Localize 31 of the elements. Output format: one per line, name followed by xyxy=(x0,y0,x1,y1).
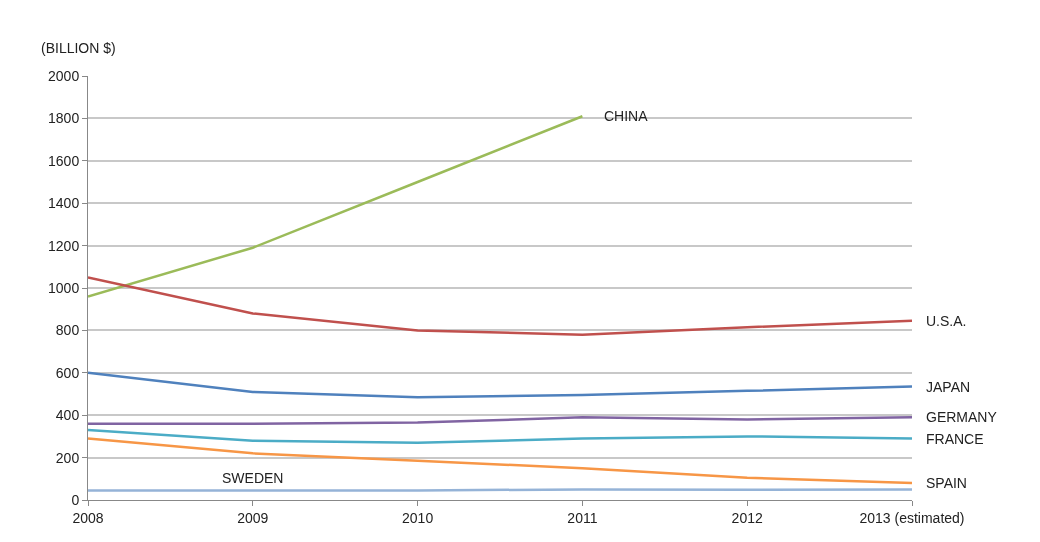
x-tick-label: 2012 xyxy=(731,509,763,526)
y-tick-label: 800 xyxy=(55,322,80,339)
y-tick-label: 400 xyxy=(55,407,80,424)
annotation: SWEDEN xyxy=(222,470,284,486)
y-tick-label: 1800 xyxy=(48,110,80,127)
line-series xyxy=(88,115,584,298)
y-tick-label: 1000 xyxy=(48,279,80,296)
y-tick-label: 1200 xyxy=(48,237,80,254)
line-series xyxy=(88,276,912,336)
series-label: GERMANY xyxy=(926,409,998,425)
x-tick-label: 2009 xyxy=(237,509,269,526)
series-label: JAPAN xyxy=(926,379,971,395)
y-tick-label: 2000 xyxy=(48,67,80,84)
line-series xyxy=(88,428,912,445)
line-series xyxy=(88,437,912,485)
series-label: SPAIN xyxy=(926,475,967,491)
y-axis-title: (BILLION $) xyxy=(41,40,116,56)
series-label: U.S.A. xyxy=(926,313,967,329)
line-series xyxy=(88,416,912,425)
y-tick-label: 1400 xyxy=(48,195,80,212)
y-tick-label: 200 xyxy=(55,449,80,466)
line-series xyxy=(88,371,912,399)
y-tick-label: 600 xyxy=(55,364,80,381)
x-tick-label: 2008 xyxy=(72,509,104,526)
series-label: FRANCE xyxy=(926,431,984,447)
series-label: CHINA xyxy=(604,108,649,124)
y-tick-label: 0 xyxy=(71,491,80,508)
y-tick-label: 1600 xyxy=(48,152,80,169)
x-tick-label: 2013 (estimated) xyxy=(859,509,965,526)
x-tick-label: 2011 xyxy=(567,509,598,526)
x-tick-label: 2010 xyxy=(402,509,434,526)
